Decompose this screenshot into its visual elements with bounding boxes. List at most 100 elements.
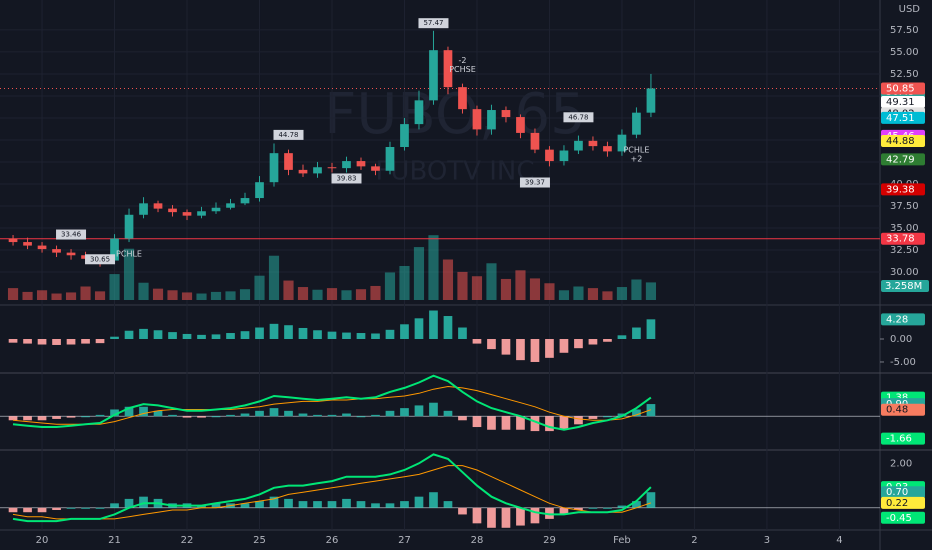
histogram-bar (429, 492, 438, 508)
histogram-bar (81, 416, 90, 418)
candle-body (530, 132, 540, 150)
histogram-bar (298, 413, 308, 417)
histogram-bar (545, 507, 554, 519)
histogram-bar (458, 327, 467, 339)
histogram-bar (617, 505, 627, 508)
signal-label: PCHSE (449, 65, 476, 74)
candle-body (197, 211, 206, 216)
histogram-bar (588, 507, 598, 509)
histogram-bar (385, 503, 395, 508)
candle-body (443, 50, 453, 88)
candle-body (66, 252, 76, 256)
histogram-bar (8, 416, 18, 421)
histogram-bar (139, 328, 148, 339)
histogram-bar (429, 310, 438, 339)
price-marker (881, 313, 925, 326)
volume-bar (558, 290, 570, 300)
watermark-subtitle: FUBOTV INC (375, 157, 534, 187)
histogram-bar (313, 501, 322, 508)
volume-bar (152, 288, 164, 300)
histogram-bar (472, 507, 482, 524)
histogram-bar (327, 501, 337, 508)
volume-bar (65, 292, 77, 300)
histogram-bar (8, 339, 18, 343)
histogram-bar (168, 332, 177, 339)
histogram-bar (23, 416, 32, 421)
volume-bar (631, 279, 642, 300)
volume-bar (181, 292, 193, 300)
histogram-bar (211, 416, 221, 418)
histogram-bar (197, 334, 206, 339)
histogram-bar (269, 496, 279, 508)
histogram-bar (298, 327, 308, 339)
histogram-bar (81, 507, 90, 509)
histogram-bar (153, 330, 163, 339)
candle-body (298, 169, 308, 174)
price-marker (881, 153, 925, 166)
histogram-bar (226, 333, 235, 339)
volume-bar (36, 290, 48, 300)
candle-body (255, 182, 264, 199)
candle-body (52, 249, 61, 253)
y-tick-label: 55.00 (890, 47, 919, 58)
volume-bar (515, 270, 526, 300)
histogram-bar (313, 414, 322, 417)
price-marker (881, 135, 925, 148)
volume-bar (587, 288, 599, 300)
price-tag (331, 173, 362, 184)
volume-bar (138, 282, 149, 300)
price-marker-label: 44.88 (886, 136, 915, 147)
price-tag-label: 33.46 (61, 231, 82, 239)
histogram-bar (240, 331, 250, 339)
histogram-bar (66, 416, 76, 418)
histogram-bar (95, 507, 105, 509)
candle-body (284, 153, 293, 170)
histogram-bar (342, 332, 351, 339)
candle-body (211, 207, 221, 212)
histogram-bar (632, 409, 641, 417)
histogram-bar (443, 410, 453, 417)
histogram-bar (559, 416, 569, 430)
histogram-bar (95, 339, 105, 344)
price-tag (85, 254, 116, 265)
candle-body (516, 117, 525, 133)
x-tick-label: 3 (764, 535, 770, 546)
histogram-bar (501, 416, 511, 430)
candle-body (240, 198, 250, 204)
histogram-bar (530, 416, 540, 432)
volume-bar (196, 293, 207, 300)
volume-bar (225, 291, 236, 300)
histogram-bar (588, 339, 598, 345)
last-price-marker (881, 82, 925, 95)
histogram-bar (574, 507, 583, 510)
volume-bar (645, 282, 657, 300)
histogram-bar (501, 507, 511, 528)
candle-body (603, 146, 612, 152)
volume-bar (544, 283, 555, 300)
x-tick-label: 26 (326, 535, 339, 546)
x-tick-label: Feb (613, 535, 631, 546)
candle-body (472, 109, 482, 130)
candle-body (617, 134, 627, 152)
histogram-bar (52, 507, 61, 510)
histogram-bar (385, 410, 395, 417)
candle-body (385, 146, 395, 171)
histogram-bar (284, 325, 293, 339)
candle-body (226, 203, 235, 208)
histogram-bar (632, 501, 641, 508)
candle-body (356, 161, 366, 167)
histogram-bar (182, 333, 192, 339)
histogram-bar (516, 339, 525, 361)
price-tag (418, 18, 449, 29)
volume-bar (370, 285, 381, 300)
y-tick-label: 52.50 (890, 69, 919, 80)
volume-bar (210, 291, 222, 300)
histogram-bar (139, 496, 148, 508)
price-marker-label: 39.38 (886, 184, 915, 195)
price-marker-label: 47.51 (886, 113, 915, 124)
histogram-bar (197, 505, 206, 508)
candle-body (574, 140, 583, 151)
candle-body (588, 140, 598, 147)
histogram-bar (269, 323, 279, 339)
candle-body (8, 238, 18, 243)
